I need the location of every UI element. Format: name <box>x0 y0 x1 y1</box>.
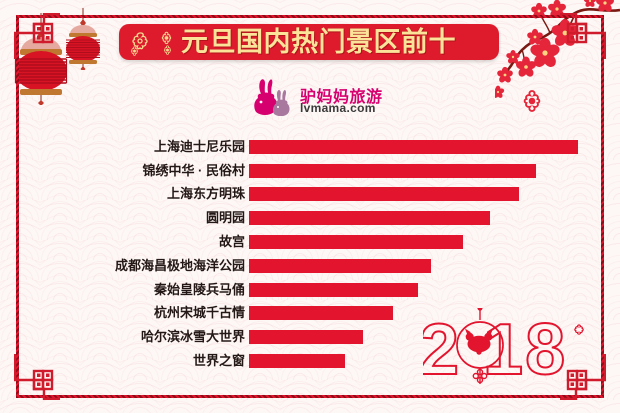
svg-text:2 18: 2 18 <box>423 310 567 390</box>
